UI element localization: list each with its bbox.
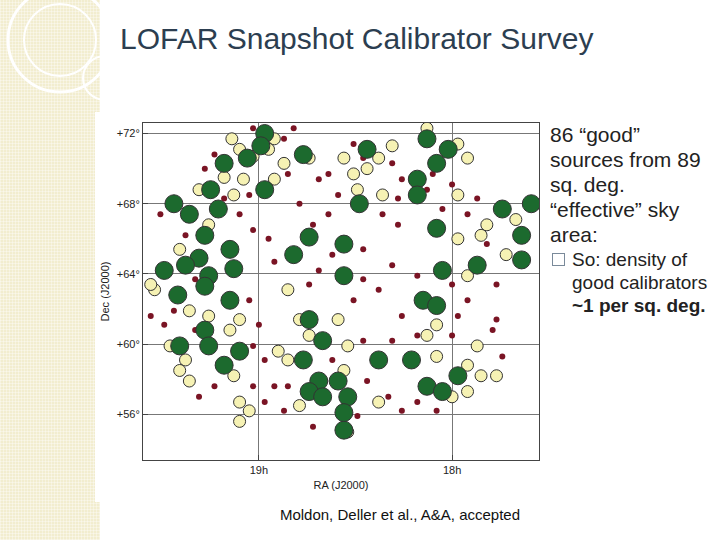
- html-text:LOFAR Snapshot Calibrator Surv: LOFAR Snapshot Calibrator Survey: [120, 22, 594, 55]
- html-text:Moldon, Deller et al., A&A, ac: Moldon, Deller et al., A&A, accepted: [279, 506, 521, 523]
- svg-text:+68°: +68°: [117, 198, 140, 210]
- html-text:86 “good” sources from 89 sq.: 86 “good” sources from 89 sq. deg. “effe…: [550, 123, 701, 246]
- html-text:So: density of good calibrator: So: density of good calibrators: [572, 249, 708, 293]
- svg-text:+56°: +56°: [117, 408, 140, 420]
- html-text:~1 per sq. deg.: ~1 per sq. deg.: [572, 295, 706, 316]
- svg-text:Dec (J2000): Dec (J2000): [99, 262, 111, 322]
- svg-text:RA (J2000): RA (J2000): [313, 479, 368, 491]
- svg-text:+60°: +60°: [117, 338, 140, 350]
- svg-text:19h: 19h: [250, 464, 268, 476]
- svg-text:+72°: +72°: [117, 127, 140, 139]
- svg-text:18h: 18h: [443, 464, 461, 476]
- svg-text:+64°: +64°: [117, 268, 140, 280]
